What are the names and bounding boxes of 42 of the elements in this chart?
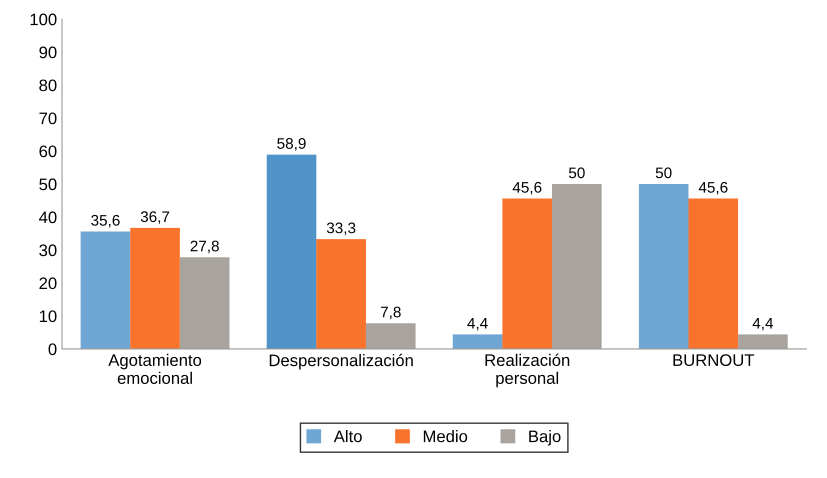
bar	[552, 184, 602, 349]
bar	[180, 257, 230, 349]
bar	[130, 228, 180, 349]
data-label: 33,3	[326, 222, 356, 236]
y-tick-label: 0	[48, 343, 57, 356]
data-label: 4,4	[467, 318, 488, 330]
bar	[266, 154, 316, 349]
bar	[502, 198, 552, 349]
y-tick-label: 60	[39, 145, 57, 158]
legend-label: Medio	[424, 430, 468, 442]
bar	[738, 334, 788, 349]
data-label: 45,6	[512, 182, 542, 195]
y-tick-label: 90	[39, 46, 57, 58]
bar	[638, 184, 688, 349]
y-tick-label: 70	[39, 112, 57, 124]
bar	[366, 323, 416, 349]
y-tick-label: 10	[40, 310, 57, 322]
data-label: 4,4	[752, 318, 774, 330]
data-label: 50	[568, 167, 585, 178]
legend-label: Alto	[334, 430, 362, 442]
y-tick-label: 20	[39, 277, 57, 290]
bar	[452, 334, 502, 349]
x-tick-label: Despersonalización	[270, 354, 413, 370]
y-tick-label: 30	[39, 244, 57, 256]
bar	[80, 232, 130, 349]
data-label: 27,8	[190, 240, 219, 254]
y-tick-label: 40	[39, 211, 57, 224]
bar	[316, 239, 366, 349]
data-label: 50	[656, 167, 672, 178]
y-tick-label: 100	[30, 14, 57, 26]
data-label: 45,6	[698, 182, 728, 195]
x-tick-label: Agotamiento emocional	[108, 354, 202, 384]
x-tick-label: Realización personal	[486, 354, 570, 388]
data-label: 58,9	[277, 138, 306, 151]
data-label: 7,8	[380, 306, 401, 320]
data-label: 35,6	[91, 214, 120, 228]
x-tick-label: BURNOUT	[673, 354, 754, 366]
data-label: 36,7	[140, 211, 170, 224]
bar	[688, 198, 738, 349]
legend-label: Bajo	[529, 430, 561, 446]
y-tick-label: 50	[39, 178, 57, 190]
y-tick-label: 80	[39, 79, 57, 92]
